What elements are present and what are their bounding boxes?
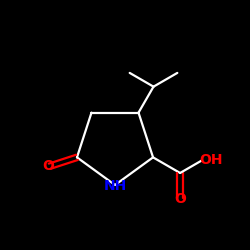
Text: O: O <box>174 192 186 206</box>
Text: O: O <box>42 159 54 173</box>
Text: OH: OH <box>199 154 222 168</box>
Text: NH: NH <box>104 179 126 193</box>
